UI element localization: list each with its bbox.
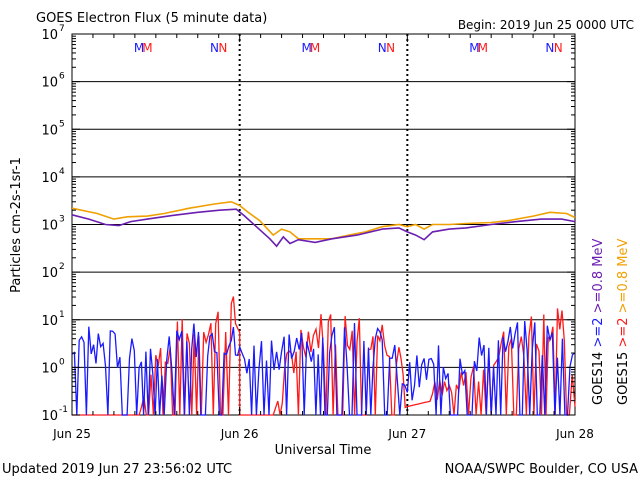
y-tick-label: 10: [41, 28, 58, 43]
y-tick-label: 10: [41, 219, 58, 234]
y-tick-exponent: 2: [59, 262, 65, 272]
legend-entry: >=0.8 MeV: [616, 239, 631, 318]
credit-text: NOAA/SWPC Boulder, CO USA: [445, 462, 638, 477]
legend-entry: >=2: [616, 317, 631, 351]
legend-entry: GOES14: [591, 352, 606, 405]
y-tick-exponent: 5: [59, 119, 65, 129]
event-marker: M: [310, 41, 320, 55]
y-tick-exponent: 4: [59, 167, 65, 177]
x-axis-ticks: Jun 25 Jun 26 Jun 27 Jun 28: [52, 34, 594, 441]
event-marker: N: [386, 41, 395, 55]
event-markers: MM N N MM N N MM N N: [134, 41, 563, 55]
y-tick-exponent: 3: [59, 215, 65, 225]
y-tick-exponent: 7: [59, 24, 65, 34]
y-tick-exponent: -1: [59, 405, 68, 415]
legend-entry: >=2: [591, 317, 606, 351]
series-line-3: [71, 320, 576, 416]
series-line-0: [71, 200, 576, 240]
chart-title: GOES Electron Flux (5 minute data): [36, 11, 267, 26]
event-marker: M: [134, 41, 144, 55]
day-boundary-lines: [238, 34, 409, 415]
y-tick-label: 10: [41, 409, 58, 424]
begin-date: Begin: 2019 Jun 25 0000 UTC: [458, 18, 634, 32]
y-tick-exponent: 1: [59, 310, 65, 320]
x-axis-label: Universal Time: [275, 443, 372, 458]
event-marker: N: [210, 41, 219, 55]
x-tick-label: Jun 25: [52, 427, 91, 441]
legend-entry: >=0.8 MeV: [591, 239, 606, 318]
legend-column: GOES14 >=2 >=0.8 MeV: [591, 239, 606, 405]
series-lines: [71, 200, 576, 416]
legend-column: GOES15 >=2 >=0.8 MeV: [616, 239, 631, 405]
y-tick-exponent: 6: [59, 72, 65, 82]
series-line-1: [71, 208, 576, 248]
x-tick-label: Jun 27: [387, 427, 426, 441]
x-tick-label: Jun 28: [555, 427, 594, 441]
y-tick-label: 10: [41, 123, 58, 138]
y-tick-label: 10: [41, 76, 58, 91]
y-axis-label: Particles cm-2s-1sr-1: [9, 157, 24, 293]
x-tick-label: Jun 26: [220, 427, 259, 441]
updated-timestamp: Updated 2019 Jun 27 23:56:02 UTC: [2, 462, 232, 477]
event-marker: N: [378, 41, 387, 55]
event-marker: M: [302, 41, 312, 55]
y-tick-label: 10: [41, 314, 58, 329]
event-marker: N: [545, 41, 554, 55]
y-tick-label: 10: [41, 361, 58, 376]
event-marker: M: [142, 41, 152, 55]
legend-entry: GOES15: [616, 352, 631, 405]
event-marker: N: [218, 41, 227, 55]
event-marker: M: [478, 41, 488, 55]
y-tick-label: 10: [41, 171, 58, 186]
y-tick-label: 10: [41, 266, 58, 281]
event-marker: N: [554, 41, 563, 55]
event-marker: M: [469, 41, 479, 55]
y-tick-exponent: 0: [59, 357, 65, 367]
